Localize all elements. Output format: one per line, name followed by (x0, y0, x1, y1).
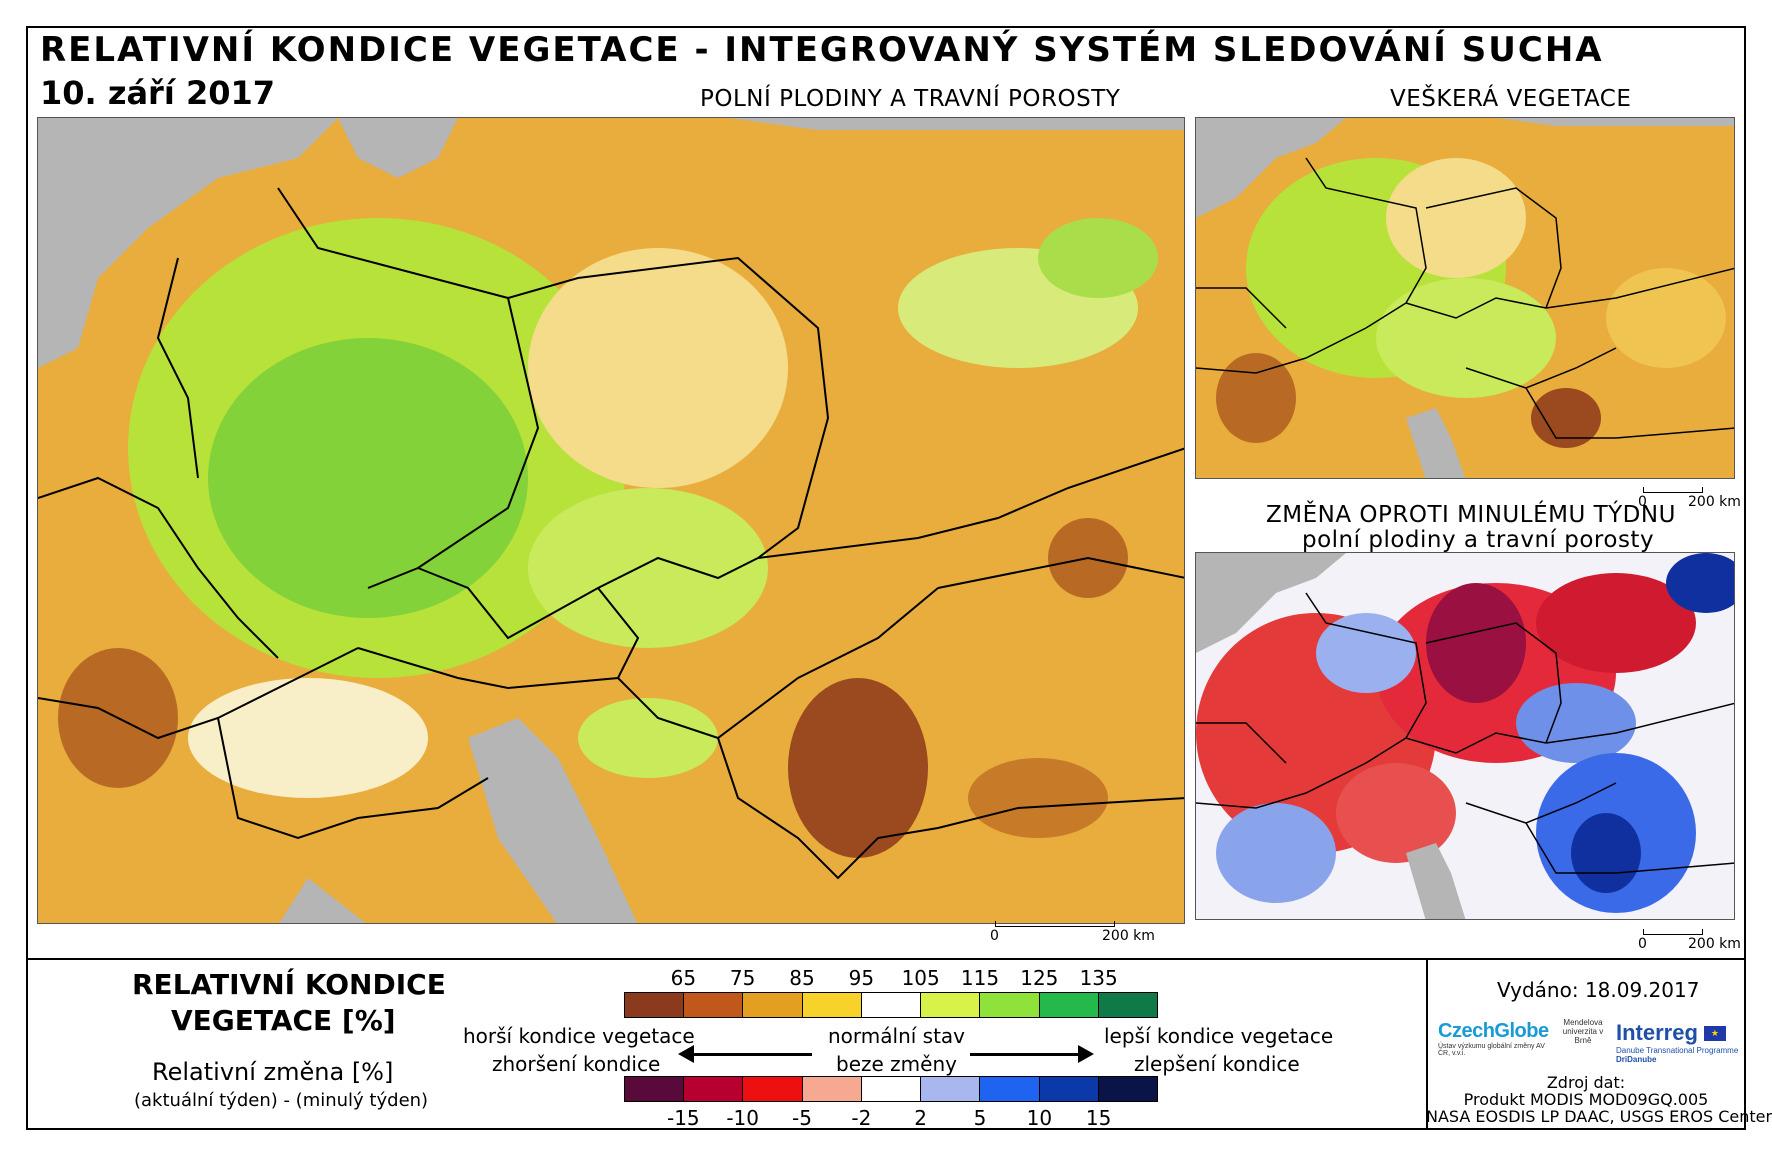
eu-flag-icon: ★ (1703, 1025, 1726, 1041)
mendel-logo: Mendelova univerzita v Brně (1562, 1018, 1604, 1045)
main-map-sea (38, 118, 1184, 923)
all-vegetation-map-canvas (1196, 118, 1734, 478)
condition-tick-label: 75 (729, 966, 756, 990)
change-swatch (921, 1077, 981, 1101)
improvement-label: zlepšení kondice (1134, 1052, 1300, 1076)
better-condition-label: lepší kondice vegetace (1104, 1024, 1334, 1048)
condition-tick-label: 65 (670, 966, 697, 990)
main-map-label: POLNÍ PLODINY A TRAVNÍ POROSTY (700, 86, 1121, 112)
change-swatch (802, 1077, 862, 1101)
czechglobe-logo: CzechGlobe Ústav výzkumu globální změny … (1438, 1020, 1549, 1057)
left-arrow (678, 1045, 812, 1063)
footer-separator (1426, 958, 1428, 1130)
condition-swatch (861, 993, 922, 1017)
figure-title: RELATIVNÍ KONDICE VEGETACE - INTEGROVANÝ… (40, 30, 1604, 70)
condition-swatch (625, 993, 685, 1017)
figure-frame (26, 26, 1746, 1130)
all-vegetation-map-label: VEŠKERÁ VEGETACE (1390, 86, 1632, 112)
main-map (37, 117, 1185, 924)
legend-separator (26, 958, 1746, 960)
legend-title-line2: VEGETACE [%] (171, 1004, 396, 1037)
worse-condition-label: horší kondice vegetace (463, 1024, 695, 1048)
change-swatch (1039, 1077, 1099, 1101)
condition-swatch (1039, 993, 1099, 1017)
change-swatch (684, 1077, 744, 1101)
change-tick-label: -10 (726, 1106, 759, 1130)
condition-swatch (1098, 993, 1157, 1017)
issued-date: Vydáno: 18.09.2017 (1497, 978, 1700, 1002)
change-tick-label: 15 (1085, 1106, 1112, 1130)
interreg-logo: Interreg ★ Danube Transnational Programm… (1616, 1020, 1739, 1064)
condition-colorbar (624, 992, 1158, 1018)
main-map-borders (38, 187, 1184, 880)
worsening-label: zhoršení kondice (492, 1052, 661, 1076)
condition-swatch (802, 993, 862, 1017)
change-map (1195, 552, 1735, 920)
main-map-canvas (38, 118, 1184, 923)
change-swatch (743, 1077, 803, 1101)
condition-swatch (921, 993, 981, 1017)
main-map-patches (58, 218, 1158, 858)
change-swatch (625, 1077, 685, 1101)
no-change-label: beze změny (836, 1052, 957, 1076)
change-tick-label: -15 (666, 1106, 700, 1130)
change-swatch (1098, 1077, 1157, 1101)
change-legend-title: Relativní změna [%] (152, 1058, 394, 1086)
change-map-label-2: polní plodiny a travní porosty (1302, 527, 1655, 553)
all-vegetation-map (1195, 117, 1735, 479)
condition-tick-label: 135 (1079, 966, 1118, 990)
source-info: Zdroj dat: Produkt MODIS MOD09GQ.005 NAS… (1426, 1073, 1772, 1126)
condition-tick-label: 125 (1020, 966, 1059, 990)
normal-state-label: normální stav (828, 1024, 966, 1048)
change-tick-label: -2 (851, 1106, 872, 1130)
right-arrow (970, 1045, 1094, 1063)
change-tick-label: -5 (792, 1106, 812, 1130)
figure-date: 10. září 2017 (40, 74, 275, 112)
change-swatch (861, 1077, 922, 1101)
legend-title-line1: RELATIVNÍ KONDICE (132, 968, 446, 1001)
condition-tick-label: 115 (960, 966, 1000, 990)
change-map-label-1: ZMĚNA OPROTI MINULÉMU TÝDNU (1266, 502, 1676, 528)
condition-swatch (743, 993, 803, 1017)
change-swatch (980, 1077, 1040, 1101)
condition-swatch (684, 993, 744, 1017)
change-tick-label: 10 (1026, 1106, 1053, 1130)
change-tick-label: 2 (914, 1106, 928, 1130)
change-tick-label: 5 (973, 1106, 987, 1130)
condition-tick-label: 85 (789, 966, 815, 990)
condition-tick-label: 95 (848, 966, 875, 990)
condition-tick-label: 105 (901, 966, 940, 990)
change-colorbar (624, 1076, 1158, 1102)
change-map-canvas (1196, 553, 1734, 919)
condition-swatch (980, 993, 1040, 1017)
change-legend-subtitle: (aktuální týden) - (minulý týden) (134, 1090, 429, 1111)
